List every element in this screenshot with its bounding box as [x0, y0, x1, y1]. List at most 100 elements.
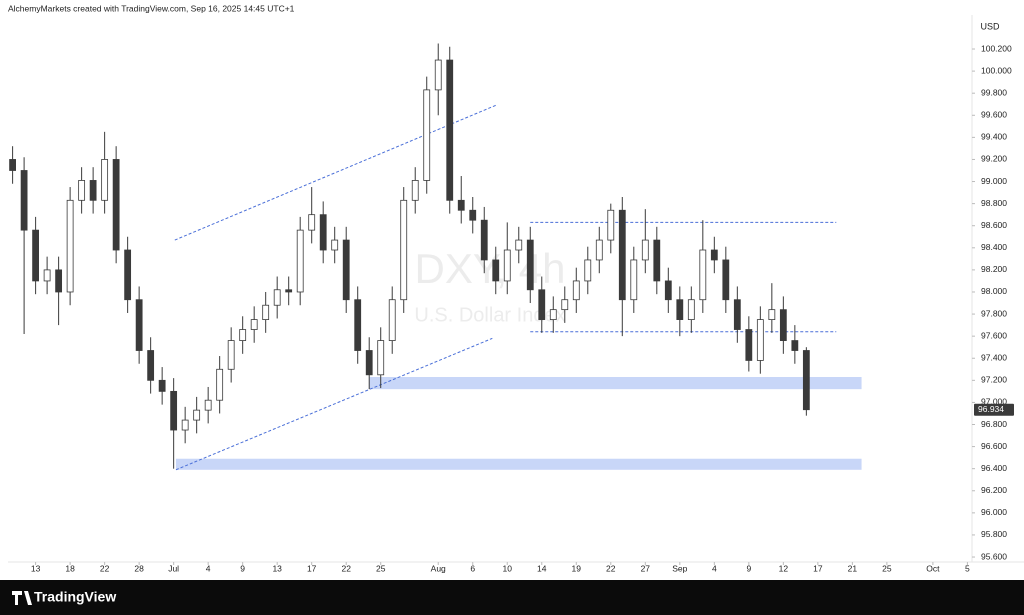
x-tick-label: 4 — [206, 563, 211, 573]
x-tick-label: 14 — [537, 563, 547, 573]
candle-body — [43, 269, 51, 282]
x-tick-label: Aug — [431, 563, 446, 573]
x-tick-label: 28 — [134, 563, 144, 573]
candle-body — [676, 299, 684, 320]
candle-body — [745, 329, 753, 361]
candle-body — [135, 299, 143, 351]
candle-body — [469, 209, 477, 221]
candle-body — [411, 180, 419, 201]
candle-body — [584, 259, 592, 282]
y-tick-label: 99.000 — [981, 176, 1007, 186]
y-tick-label: 98.200 — [981, 264, 1007, 274]
candle-body — [319, 214, 327, 251]
y-tick-label: 98.800 — [981, 198, 1007, 208]
candle-body — [89, 180, 97, 201]
candle-body — [262, 304, 270, 320]
x-tick-label: 19 — [572, 563, 582, 573]
x-tick-label: 4 — [712, 563, 717, 573]
candle-body — [779, 309, 787, 341]
candle-body — [101, 159, 109, 201]
x-tick-label: 27 — [641, 563, 651, 573]
y-tick-label: 98.600 — [981, 220, 1007, 230]
candle-body — [227, 340, 235, 370]
candle-body — [802, 350, 810, 411]
x-tick-label: 22 — [341, 563, 351, 573]
candle-body — [377, 340, 385, 376]
y-tick-label: 96.600 — [981, 441, 1007, 451]
candle-body — [699, 249, 707, 301]
candle-body — [296, 229, 304, 293]
y-tick-label: 98.000 — [981, 286, 1007, 296]
x-tick-label: 25 — [376, 563, 386, 573]
y-tick-label: 95.800 — [981, 529, 1007, 539]
candle-body — [365, 350, 373, 376]
candle-body — [331, 239, 339, 251]
candle-body — [20, 170, 28, 231]
x-tick-label: 10 — [503, 563, 513, 573]
y-tick-label: 96.800 — [981, 419, 1007, 429]
x-tick-label: 5 — [965, 563, 970, 573]
y-tick-label: 100.000 — [981, 65, 1012, 75]
brand-logo — [12, 591, 32, 605]
watermark-symbol: DXY, 4h — [415, 245, 566, 292]
y-tick-label: 96.000 — [981, 507, 1007, 517]
candle-body — [181, 419, 189, 431]
x-tick-label: Jul — [168, 563, 179, 573]
candle-body — [147, 350, 155, 381]
candle-body — [722, 259, 730, 301]
candle-body — [515, 239, 523, 251]
y-tick-label: 98.400 — [981, 242, 1007, 252]
y-tick-label: 99.400 — [981, 132, 1007, 142]
candle-body — [204, 399, 212, 411]
x-tick-label: Sep — [672, 563, 687, 573]
candle-body — [538, 289, 546, 320]
candle-body — [193, 409, 201, 421]
candle-body — [733, 299, 741, 330]
y-tick-label: 99.600 — [981, 110, 1007, 120]
candle-body — [66, 199, 74, 293]
candle-body — [250, 319, 258, 330]
candle-body — [78, 180, 86, 201]
y-tick-label: 97.000 — [981, 397, 1007, 407]
y-tick-label: 96.400 — [981, 463, 1007, 473]
x-tick-label: 13 — [31, 563, 41, 573]
candle-body — [492, 259, 500, 282]
x-tick-label: 22 — [606, 563, 616, 573]
x-tick-label: 17 — [307, 563, 317, 573]
drawn-line — [175, 337, 493, 471]
y-tick-label: 97.400 — [981, 352, 1007, 362]
candle-body — [664, 280, 672, 301]
y-tick-label: 97.800 — [981, 308, 1007, 318]
candle-body — [434, 59, 442, 91]
drawn-line — [174, 104, 496, 241]
candle-body — [561, 299, 569, 311]
candle-body — [423, 89, 431, 181]
y-tick-label: 99.200 — [981, 154, 1007, 164]
candle-body — [503, 249, 511, 282]
candle-body — [457, 199, 465, 211]
candle-body — [526, 239, 534, 291]
candle-body — [55, 269, 63, 293]
candle-body — [607, 209, 615, 241]
candle-body — [170, 390, 178, 431]
y-tick-label: 97.600 — [981, 330, 1007, 340]
x-tick-label: 25 — [882, 563, 892, 573]
x-tick-label: Oct — [926, 563, 940, 573]
candle-body — [618, 209, 626, 301]
candle-body — [388, 299, 396, 341]
candle-body — [124, 249, 132, 301]
x-tick-label: 12 — [779, 563, 789, 573]
x-tick-label: 9 — [746, 563, 751, 573]
zone — [175, 458, 862, 470]
candle-body — [710, 249, 718, 261]
y-tick-label: 97.200 — [981, 375, 1007, 385]
currency-label: USD — [980, 21, 1000, 31]
y-tick-label: 100.200 — [981, 43, 1012, 53]
candle-body — [687, 299, 695, 320]
candle-body — [756, 319, 764, 361]
candle-body — [549, 309, 557, 320]
plot-area — [9, 43, 862, 471]
last-price-label: 96.934 — [978, 404, 1004, 414]
